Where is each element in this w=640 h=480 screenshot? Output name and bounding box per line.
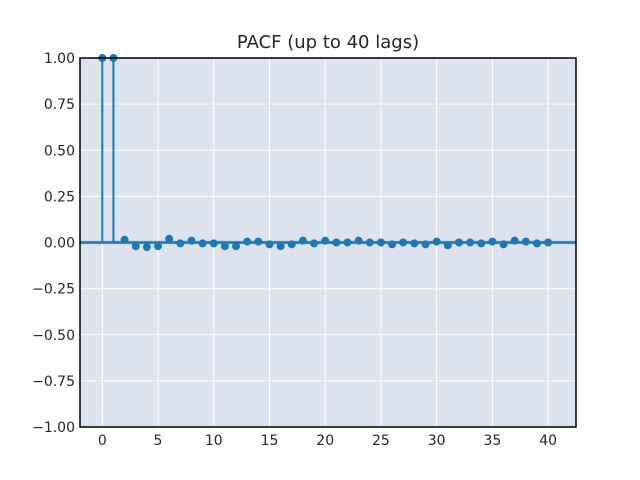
x-tick-label: 40 (539, 433, 557, 449)
stem-marker (432, 237, 441, 246)
stem-marker (120, 235, 129, 244)
stem-marker (544, 238, 553, 247)
stem-marker (287, 240, 296, 249)
stem-marker (399, 238, 408, 247)
stem-marker (466, 238, 475, 247)
stem-marker (265, 240, 274, 249)
stem-marker (521, 237, 530, 246)
x-tick-label: 30 (428, 433, 446, 449)
stem-marker (232, 242, 241, 251)
stem-marker (510, 236, 519, 245)
stem-marker (154, 242, 163, 251)
stem-marker (410, 239, 419, 248)
y-tick-label: 0.00 (44, 236, 75, 252)
y-tick-label: 0.25 (44, 189, 75, 205)
x-tick-label: 20 (316, 433, 334, 449)
y-axis-ticks: 1.00 0.75 0.50 0.25 0.00 −0.25 −0.50 −0.75 −1.00 (32, 51, 75, 436)
x-tick-label: 0 (98, 433, 107, 449)
stem-marker (298, 236, 307, 245)
stem-marker (321, 236, 330, 245)
stem-marker (310, 239, 319, 248)
x-tick-label: 10 (205, 433, 223, 449)
y-tick-label: 0.75 (44, 97, 75, 113)
stem-marker (532, 239, 541, 248)
stem-marker (454, 238, 463, 247)
x-axis-ticks: 0 5 10 15 20 25 30 35 40 (98, 433, 557, 449)
y-tick-label: −1.00 (32, 420, 75, 436)
stem-marker (388, 240, 397, 249)
stem-marker (142, 243, 151, 252)
stem-marker (176, 239, 185, 248)
stem-marker (376, 238, 385, 247)
x-tick-label: 15 (261, 433, 279, 449)
plot-frame (79, 57, 577, 428)
stem-marker (254, 237, 263, 246)
stem-marker (488, 237, 497, 246)
x-tick-label: 5 (154, 433, 163, 449)
stem-marker (332, 238, 341, 247)
stem-marker (343, 238, 352, 247)
stem-marker (276, 242, 285, 251)
stem-marker (421, 240, 430, 249)
y-tick-label: 1.00 (44, 51, 75, 67)
y-tick-label: −0.75 (32, 374, 75, 390)
stem-marker (477, 239, 486, 248)
stem-marker (165, 234, 174, 243)
chart-title: PACF (up to 40 lags) (237, 32, 419, 53)
stem-marker (187, 236, 196, 245)
stem-marker (220, 242, 229, 251)
stem-marker (354, 236, 363, 245)
stem-marker (198, 239, 207, 248)
y-tick-label: −0.50 (32, 328, 75, 344)
y-tick-label: 0.50 (44, 143, 75, 159)
stem-marker (499, 240, 508, 249)
stem-markers (98, 54, 553, 252)
stem-marker (243, 237, 252, 246)
stem-marker (131, 242, 140, 251)
x-tick-label: 35 (483, 433, 501, 449)
stem-marker (365, 238, 374, 247)
stem-marker (209, 239, 218, 248)
x-tick-label: 25 (372, 433, 390, 449)
y-tick-label: −0.25 (32, 282, 75, 298)
stem-marker (443, 241, 452, 250)
